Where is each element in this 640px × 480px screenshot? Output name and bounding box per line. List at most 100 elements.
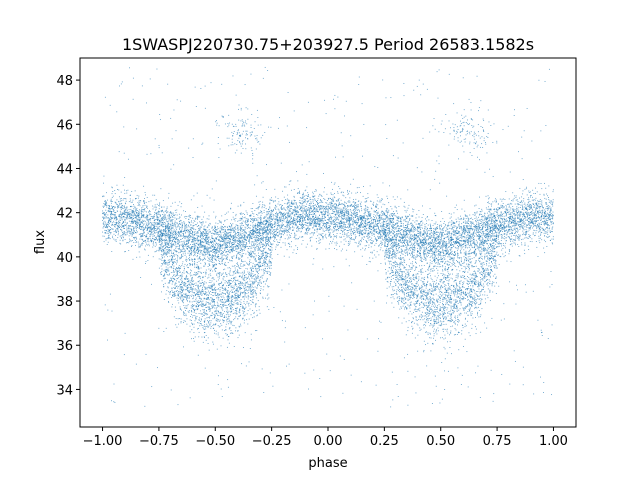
scatter-point	[347, 205, 348, 206]
scatter-point	[426, 262, 428, 264]
scatter-point	[408, 237, 410, 239]
scatter-point	[321, 205, 323, 207]
scatter-point	[128, 226, 130, 228]
scatter-point	[310, 201, 312, 203]
scatter-point	[178, 240, 180, 242]
scatter-point	[535, 192, 536, 194]
scatter-point	[513, 197, 515, 199]
scatter-point	[538, 228, 540, 230]
scatter-point	[175, 227, 177, 229]
scatter-point	[396, 222, 398, 224]
scatter-point	[361, 237, 363, 239]
scatter-point	[412, 245, 414, 247]
scatter-point	[519, 206, 521, 208]
scatter-point	[469, 221, 471, 222]
scatter-point	[490, 229, 492, 231]
scatter-point	[220, 244, 222, 246]
scatter-point	[494, 232, 496, 234]
scatter-point	[307, 231, 309, 233]
scatter-point	[152, 243, 154, 245]
scatter-point	[476, 229, 477, 231]
scatter-point	[342, 209, 344, 211]
scatter-point	[172, 243, 174, 245]
scatter-point	[359, 203, 361, 205]
scatter-point	[366, 227, 368, 229]
scatter-point	[460, 257, 462, 258]
scatter-point	[446, 251, 448, 253]
scatter-point	[538, 222, 540, 224]
scatter-point	[357, 218, 359, 220]
scatter-point	[360, 222, 361, 224]
scatter-point	[141, 235, 143, 237]
scatter-point	[230, 248, 232, 250]
scatter-point	[358, 227, 360, 229]
scatter-point	[159, 214, 161, 216]
scatter-point	[256, 214, 257, 215]
scatter-point	[323, 210, 324, 212]
scatter-point	[445, 244, 447, 246]
scatter-point	[370, 242, 372, 243]
scatter-point	[295, 212, 297, 214]
scatter-point	[299, 205, 301, 207]
scatter-point	[471, 233, 473, 235]
scatter-point	[188, 215, 190, 217]
scatter-point	[329, 223, 331, 225]
scatter-point	[242, 229, 244, 231]
scatter-point	[263, 220, 265, 222]
scatter-point	[538, 201, 540, 203]
scatter-point	[334, 197, 336, 199]
scatter-point	[138, 203, 140, 205]
scatter-point	[136, 231, 138, 233]
scatter-point	[251, 218, 253, 220]
scatter-point	[473, 243, 475, 245]
scatter-point	[301, 225, 303, 226]
scatter-point	[143, 213, 145, 215]
scatter-point	[522, 221, 524, 223]
scatter-point	[430, 248, 432, 250]
scatter-point	[180, 224, 182, 225]
scatter-point	[286, 249, 288, 251]
scatter-point	[189, 222, 191, 224]
scatter-point	[166, 253, 168, 255]
scatter-point	[301, 206, 303, 208]
scatter-point	[165, 240, 167, 242]
scatter-point	[381, 198, 383, 200]
scatter-point	[515, 223, 517, 225]
scatter-point	[224, 213, 226, 215]
scatter-point	[117, 189, 118, 190]
scatter-point	[290, 226, 292, 228]
scatter-point	[197, 216, 199, 218]
scatter-point	[478, 216, 479, 218]
scatter-point	[522, 179, 524, 181]
scatter-point	[302, 197, 304, 199]
scatter-point	[407, 225, 409, 227]
scatter-point	[408, 248, 410, 250]
scatter-point	[497, 210, 499, 212]
scatter-point	[298, 201, 300, 203]
scatter-point	[371, 208, 373, 210]
scatter-point	[114, 201, 116, 203]
scatter-point	[224, 242, 226, 244]
scatter-point	[204, 248, 205, 250]
scatter-point	[435, 245, 436, 247]
scatter-point	[478, 232, 479, 234]
scatter-point	[350, 217, 352, 218]
scatter-point	[484, 253, 486, 255]
scatter-point	[488, 223, 490, 225]
scatter-point	[406, 242, 407, 244]
scatter-point	[447, 253, 448, 255]
scatter-point	[268, 239, 270, 241]
scatter-point	[189, 229, 191, 231]
scatter-point	[349, 205, 351, 207]
scatter-point	[214, 251, 216, 253]
scatter-point	[457, 253, 459, 255]
scatter-point	[364, 236, 366, 238]
scatter-point	[523, 212, 525, 214]
scatter-point	[298, 220, 300, 222]
scatter-point	[512, 230, 514, 231]
scatter-point	[196, 234, 198, 236]
scatter-point	[139, 221, 141, 223]
scatter-point	[192, 234, 194, 236]
scatter-point	[335, 207, 337, 209]
scatter-point	[400, 218, 402, 220]
